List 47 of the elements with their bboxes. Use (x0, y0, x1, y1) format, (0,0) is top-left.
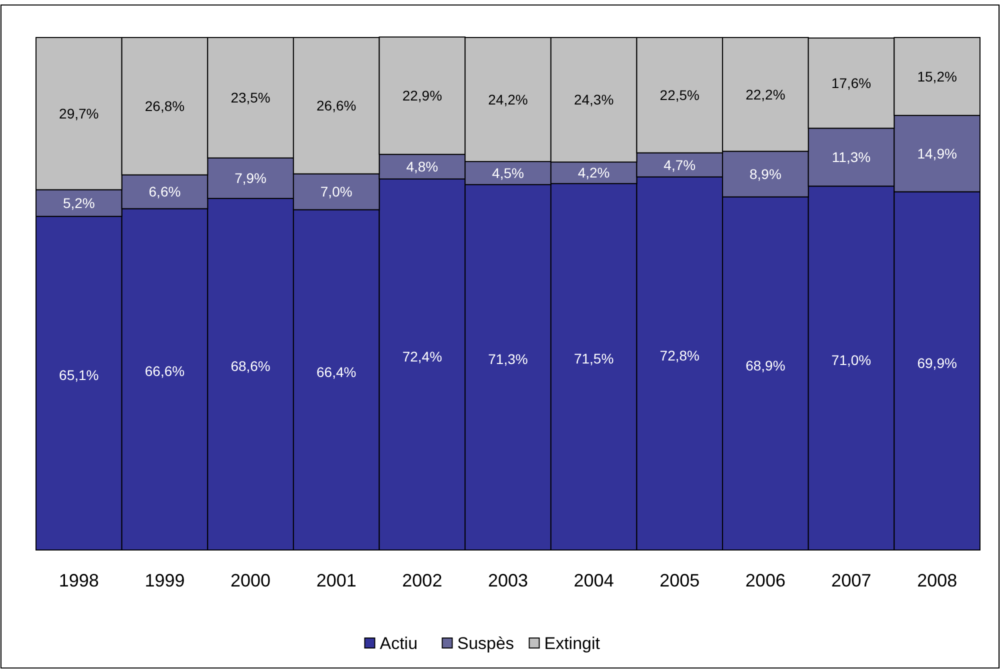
data-label: 65,1% (59, 367, 99, 384)
legend-label: Actiu (380, 634, 418, 653)
data-label: 69,9% (917, 354, 957, 371)
x-tick-label: 2004 (574, 570, 614, 590)
data-label: 4,7% (664, 156, 696, 173)
x-tick-label: 2007 (831, 570, 872, 590)
data-label: 7,0% (320, 184, 352, 200)
data-label: 24,3% (574, 92, 614, 108)
data-label: 72,4% (402, 348, 442, 364)
x-tick-label: 2005 (660, 570, 700, 590)
data-label: 29,7% (59, 106, 99, 122)
data-label: 68,6% (230, 358, 270, 374)
legend-label: Suspès (457, 634, 514, 653)
data-label: 23,5% (230, 90, 270, 106)
data-label: 17,6% (831, 75, 872, 92)
data-label: 4,5% (492, 164, 524, 181)
data-label: 26,8% (144, 98, 185, 114)
data-label: 22,5% (660, 87, 700, 104)
data-label: 71,3% (488, 351, 528, 368)
data-label: 5,2% (62, 194, 95, 211)
data-label: 68,9% (746, 357, 786, 374)
x-tick-label: 2001 (316, 570, 356, 590)
data-label: 15,2% (917, 68, 957, 84)
x-tick-label: 2008 (917, 570, 958, 590)
data-label: 24,2% (488, 91, 528, 108)
x-tick-label: 2002 (402, 570, 442, 590)
data-label: 66,6% (144, 363, 185, 380)
x-tick-label: 1999 (144, 570, 185, 590)
data-label: 8,9% (749, 166, 782, 182)
x-tick-label: 1998 (58, 570, 99, 590)
data-label: 26,6% (316, 98, 356, 114)
data-label: 11,3% (832, 149, 871, 166)
data-label: 72,8% (660, 347, 700, 364)
legend-label: Extingit (544, 634, 600, 653)
data-label: 71,5% (574, 350, 614, 367)
data-label: 4,2% (578, 164, 610, 181)
data-label: 22,2% (746, 86, 786, 102)
data-label: 7,9% (234, 170, 267, 186)
x-tick-label: 2006 (745, 570, 786, 590)
data-label: 4,8% (406, 158, 438, 175)
x-tick-label: 2000 (230, 570, 271, 590)
data-label: 71,0% (831, 352, 872, 368)
x-tick-label: 2003 (488, 570, 528, 590)
data-label: 14,9% (917, 145, 957, 162)
data-label: 22,9% (402, 88, 442, 104)
data-label: 66,4% (316, 364, 356, 380)
data-label: 6,6% (148, 184, 181, 200)
